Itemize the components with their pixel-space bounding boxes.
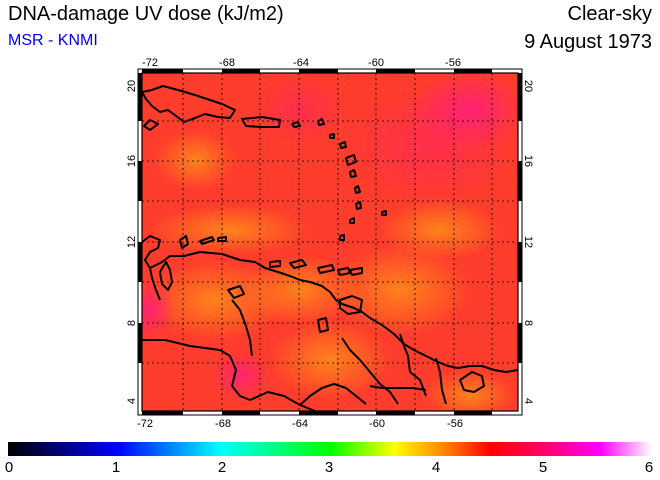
map-title: DNA-damage UV dose (kJ/m2) bbox=[8, 3, 284, 25]
colorbar bbox=[8, 442, 652, 456]
colorbar-label: 1 bbox=[111, 459, 121, 476]
colorbar-label: 2 bbox=[217, 459, 227, 476]
lat-lon-grid bbox=[142, 73, 518, 411]
colorbar-label: 0 bbox=[4, 459, 14, 476]
lon-tick-top: -60 bbox=[368, 57, 384, 69]
lat-tick-right: 8 bbox=[522, 320, 534, 326]
lon-tick-bottom: -56 bbox=[447, 418, 463, 430]
lat-tick-left: 4 bbox=[126, 398, 138, 404]
source-label: MSR - KNMI bbox=[8, 32, 98, 49]
sky-condition-label: Clear-sky bbox=[567, 3, 652, 25]
lon-tick-top: -68 bbox=[219, 57, 235, 69]
uv-dose-field bbox=[142, 73, 518, 411]
lat-tick-right: 20 bbox=[522, 80, 534, 92]
lon-tick-top: -72 bbox=[142, 57, 158, 69]
top-lon-labels: -72 -68 -64 -60 -56 bbox=[142, 57, 461, 69]
right-lat-labels: 4 8 12 16 20 bbox=[522, 80, 534, 404]
lat-tick-left: 8 bbox=[126, 320, 138, 326]
lat-tick-left: 12 bbox=[126, 236, 138, 248]
lon-tick-bottom: -72 bbox=[137, 418, 153, 430]
coastlines bbox=[142, 85, 518, 411]
lat-tick-right: 4 bbox=[522, 398, 534, 404]
colorbar-label: 5 bbox=[538, 459, 548, 476]
lat-tick-right: 12 bbox=[522, 236, 534, 248]
date-label: 9 August 1973 bbox=[524, 31, 652, 53]
left-lat-labels: 4 8 12 16 20 bbox=[126, 80, 138, 404]
colorbar-label: 3 bbox=[324, 459, 334, 476]
lat-tick-left: 20 bbox=[126, 80, 138, 92]
lon-tick-bottom: -68 bbox=[215, 418, 231, 430]
lon-tick-top: -64 bbox=[293, 57, 309, 69]
lat-tick-left: 16 bbox=[126, 155, 138, 167]
bottom-lon-labels: -72 -68 -64 -60 -56 bbox=[137, 418, 463, 430]
colorbar-label: 4 bbox=[431, 459, 441, 476]
map-frame bbox=[137, 68, 523, 416]
lat-tick-right: 16 bbox=[522, 155, 534, 167]
lon-tick-bottom: -60 bbox=[369, 418, 385, 430]
colorbar-label: 6 bbox=[644, 459, 654, 476]
lon-tick-top: -56 bbox=[445, 57, 461, 69]
lon-tick-bottom: -64 bbox=[292, 418, 308, 430]
